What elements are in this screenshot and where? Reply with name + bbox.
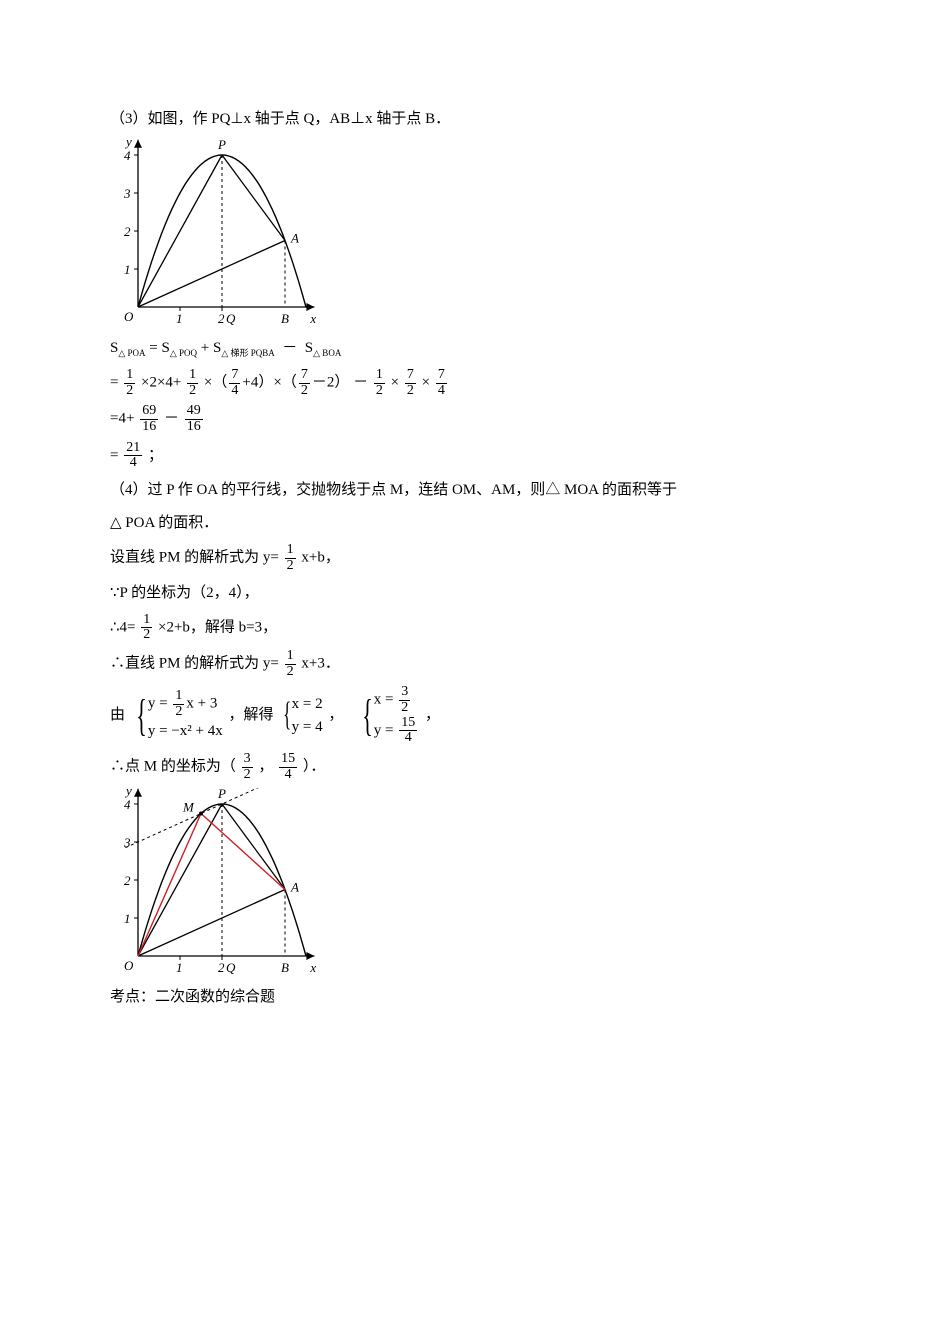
brace-icon: { <box>362 696 373 736</box>
svg-text:P: P <box>217 139 226 152</box>
svg-text:2: 2 <box>218 960 225 975</box>
svg-text:y: y <box>124 788 132 798</box>
svg-text:3: 3 <box>123 186 131 201</box>
kaodian: 考点：二次函数的综合题 <box>110 984 835 1011</box>
svg-text:x: x <box>309 311 316 326</box>
svg-text:B: B <box>281 311 289 326</box>
svg-text:3: 3 <box>123 835 131 850</box>
pm-set: 设直线 PM 的解析式为 y= 12 x+b， <box>110 543 835 573</box>
p3-intro: （3）如图，作 PQ⊥x 轴于点 Q，AB⊥x 轴于点 B． <box>110 106 835 133</box>
svg-text:B: B <box>281 960 289 975</box>
therefore-4: ∴4= 12 ×2+b，解得 b=3， <box>110 613 835 643</box>
svg-text:O: O <box>124 958 134 973</box>
solve-system: 由 { y = 12x + 3 y = −x² + 4x ，解得 { x = 2… <box>110 685 835 746</box>
calc-line-3: = 214 ； <box>110 441 835 471</box>
calc-line-1: = 12 ×2×4+ 12 ×（74+4）×（72－2） － 12 × 72 ×… <box>110 368 835 398</box>
therefore-pm: ∴直线 PM 的解析式为 y= 12 x+3． <box>110 649 835 679</box>
svg-text:A: A <box>290 231 299 246</box>
svg-text:4: 4 <box>124 148 131 163</box>
brace-icon: { <box>136 696 147 736</box>
svg-text:Q: Q <box>226 960 236 975</box>
svg-text:2: 2 <box>124 873 131 888</box>
svg-text:1: 1 <box>124 262 131 277</box>
svg-text:P: P <box>217 788 226 801</box>
p4-intro-2: △ POA 的面积． <box>110 510 835 537</box>
chart-2: 1 2 3 4 1 2 M O P Q A By x <box>110 788 835 978</box>
svg-text:2: 2 <box>218 311 225 326</box>
svg-text:M: M <box>182 800 195 815</box>
brace-icon: { <box>283 700 291 731</box>
svg-text:4: 4 <box>124 797 131 812</box>
chart-1: 1 2 3 4 1 2 O P Q A By x <box>110 139 835 329</box>
svg-text:1: 1 <box>176 960 183 975</box>
p4-intro: （4）过 P 作 OA 的平行线，交抛物线于点 M，连结 OM、AM，则△ MO… <box>110 477 835 504</box>
svg-text:y: y <box>124 139 132 149</box>
svg-text:x: x <box>309 960 316 975</box>
area-decomp: S△ POA = S△ POQ + S△ 梯形 PQBA － S△ BOA <box>110 335 835 362</box>
svg-text:2: 2 <box>124 224 131 239</box>
page: （3）如图，作 PQ⊥x 轴于点 Q，AB⊥x 轴于点 B． 1 2 3 4 1 2 O P Q… <box>0 0 945 1097</box>
svg-text:1: 1 <box>176 311 183 326</box>
svg-text:1: 1 <box>124 911 131 926</box>
svg-text:Q: Q <box>226 311 236 326</box>
because-p: ∵P 的坐标为（2，4）， <box>110 580 835 607</box>
therefore-m: ∴点 M 的坐标为（ 32 ， 154 ）． <box>110 752 835 782</box>
svg-text:O: O <box>124 309 134 324</box>
calc-line-2: =4+ 6916 － 4916 <box>110 404 835 434</box>
svg-text:A: A <box>290 880 299 895</box>
